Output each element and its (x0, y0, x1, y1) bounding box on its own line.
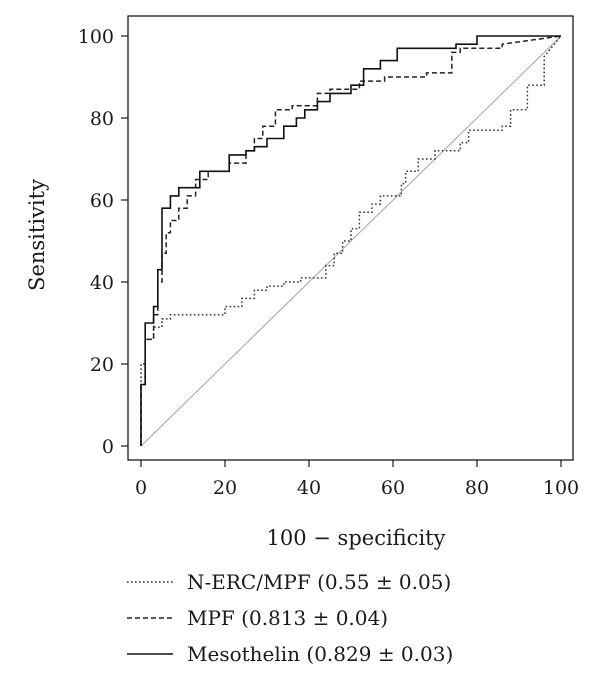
reference-diagonal-line (140, 35, 562, 447)
y-axis-title: Sensitivity (25, 179, 49, 291)
y-tick-label-80: 80 (90, 108, 114, 130)
plot-area (140, 35, 562, 447)
legend-label-dashed: MPF (0.813 ± 0.04) (187, 606, 388, 630)
axes: 0 20 40 60 80 100 0 20 40 60 80 100 (78, 15, 579, 499)
x-tick-label-80: 80 (465, 477, 489, 499)
x-tick-label-100: 100 (543, 477, 579, 499)
y-tick-label-100: 100 (78, 26, 114, 48)
series-line-solid (140, 35, 561, 446)
legend: N-ERC/MPF (0.55 ± 0.05) MPF (0.813 ± 0.04… (127, 570, 453, 666)
legend-label-solid: Mesothelin (0.829 ± 0.03) (187, 642, 453, 666)
y-tick-label-0: 0 (102, 436, 114, 458)
y-tick-label-40: 40 (90, 272, 114, 294)
legend-label-dotted: N-ERC/MPF (0.55 ± 0.05) (187, 570, 451, 594)
x-tick-label-0: 0 (135, 477, 147, 499)
x-tick-label-60: 60 (381, 477, 405, 499)
y-tick-label-20: 20 (90, 354, 114, 376)
x-axis-title: 100 − specificity (267, 526, 446, 550)
plot-frame (127, 15, 574, 461)
x-tick-label-20: 20 (213, 477, 237, 499)
x-tick-label-40: 40 (297, 477, 321, 499)
y-tick-label-60: 60 (90, 190, 114, 212)
